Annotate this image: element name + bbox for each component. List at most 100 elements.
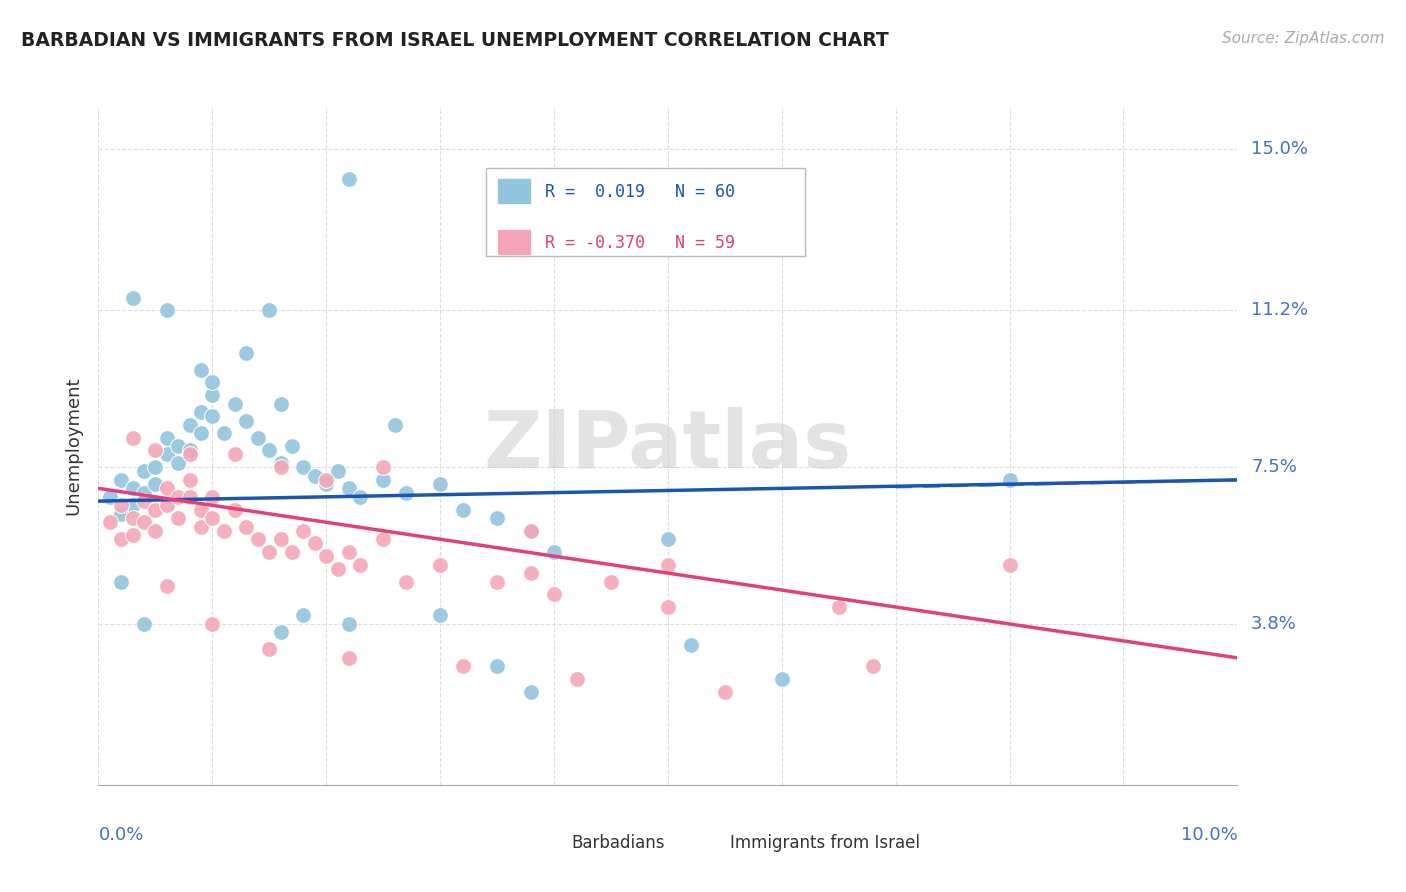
Point (179, 473, 201, 487)
Text: 10.0%: 10.0% (1181, 826, 1237, 844)
Point (270, 460, 292, 475)
Point (543, 545, 565, 559)
Point (451, 502, 474, 516)
Point (292, 524, 315, 538)
Point (121, 511, 143, 525)
Point (520, 685, 543, 699)
Point (828, 599, 851, 614)
Point (600, 574, 623, 589)
Point (337, 651, 360, 665)
Point (132, 515, 155, 529)
Point (304, 468, 326, 483)
Point (770, 672, 793, 686)
Point (246, 532, 269, 546)
Point (337, 617, 360, 632)
FancyBboxPatch shape (690, 830, 725, 855)
Point (121, 291, 143, 305)
Point (190, 519, 212, 533)
Point (156, 448, 179, 462)
Point (235, 519, 257, 533)
Point (201, 388, 224, 402)
Point (259, 303, 281, 318)
Point (224, 448, 246, 462)
Text: Source: ZipAtlas.com: Source: ZipAtlas.com (1222, 31, 1385, 46)
Text: ZIPatlas: ZIPatlas (484, 407, 852, 485)
Point (110, 574, 132, 589)
Point (270, 456, 292, 470)
Point (132, 464, 155, 478)
Point (156, 430, 179, 444)
Point (121, 528, 143, 542)
Point (270, 396, 292, 410)
Point (110, 532, 132, 546)
Y-axis label: Unemployment: Unemployment (65, 376, 83, 516)
Point (167, 490, 190, 504)
Point (315, 473, 337, 487)
Point (167, 511, 190, 525)
Point (156, 303, 179, 318)
Point (657, 558, 679, 572)
Point (565, 672, 588, 686)
Point (224, 396, 246, 410)
Point (145, 460, 167, 475)
Point (326, 464, 349, 478)
Point (373, 460, 395, 475)
Point (167, 456, 190, 470)
Point (235, 414, 257, 428)
Point (998, 473, 1021, 487)
Point (486, 511, 509, 525)
Point (132, 617, 155, 632)
Point (190, 426, 212, 441)
Point (486, 574, 509, 589)
Point (373, 473, 395, 487)
Point (281, 545, 304, 559)
Point (337, 545, 360, 559)
Point (201, 409, 224, 424)
Point (212, 426, 235, 441)
Point (486, 659, 509, 673)
Point (270, 625, 292, 640)
Point (304, 536, 326, 550)
Point (145, 477, 167, 491)
Point (998, 558, 1021, 572)
Point (292, 460, 315, 475)
FancyBboxPatch shape (485, 168, 804, 256)
Point (110, 498, 132, 512)
Point (862, 659, 884, 673)
Text: 0.0%: 0.0% (98, 826, 143, 844)
Point (110, 473, 132, 487)
Point (121, 482, 143, 496)
Point (259, 642, 281, 657)
Point (98, 490, 121, 504)
Point (179, 490, 201, 504)
Point (190, 363, 212, 377)
Point (337, 172, 360, 186)
Point (259, 443, 281, 458)
Point (315, 477, 337, 491)
Text: R = -0.370   N = 59: R = -0.370 N = 59 (546, 234, 735, 252)
Point (179, 443, 201, 458)
Text: 3.8%: 3.8% (1251, 615, 1296, 633)
FancyBboxPatch shape (498, 178, 531, 204)
Point (429, 608, 451, 623)
Point (110, 507, 132, 521)
Point (121, 498, 143, 512)
FancyBboxPatch shape (498, 229, 531, 255)
Point (132, 485, 155, 500)
Point (190, 405, 212, 419)
Point (395, 574, 418, 589)
Text: 15.0%: 15.0% (1251, 140, 1308, 159)
Point (429, 558, 451, 572)
Point (326, 562, 349, 576)
Point (384, 417, 406, 432)
Point (543, 587, 565, 601)
Text: 11.2%: 11.2% (1251, 301, 1309, 319)
Point (179, 417, 201, 432)
Point (373, 532, 395, 546)
Point (520, 524, 543, 538)
Point (121, 430, 143, 444)
Text: 7.5%: 7.5% (1251, 458, 1298, 476)
Point (349, 490, 371, 504)
Point (337, 482, 360, 496)
Point (270, 532, 292, 546)
